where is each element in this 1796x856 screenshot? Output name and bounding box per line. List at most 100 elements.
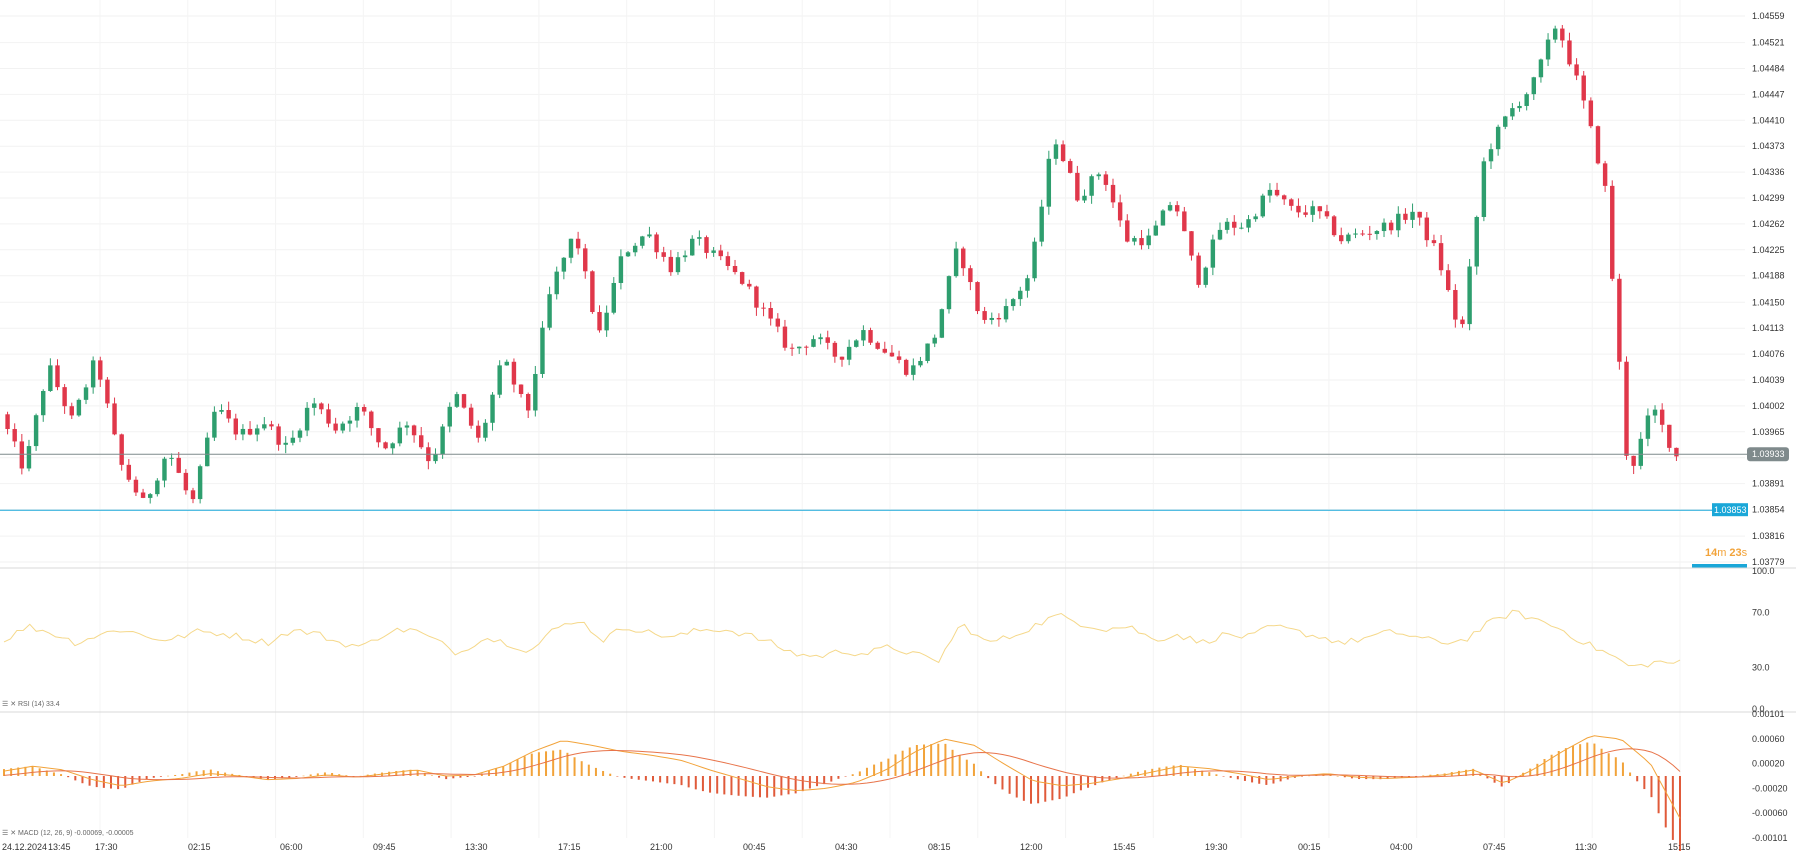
candle-body [1103, 174, 1109, 185]
candle-body [1552, 28, 1558, 40]
candle-down [982, 306, 987, 324]
candle-body [376, 428, 381, 443]
macd-histogram-bar [1279, 776, 1282, 782]
time-tick-label: 13:45 [48, 842, 71, 852]
alert-price-badge-text: 1.03853 [1714, 505, 1747, 515]
macd-histogram-bar [559, 749, 562, 776]
macd-histogram-bar [95, 776, 98, 788]
macd-histogram-bar [1415, 776, 1418, 777]
macd-histogram-bar [409, 769, 412, 776]
candle-down [319, 402, 324, 415]
candle-up [297, 428, 303, 443]
candle-up [690, 235, 695, 256]
macd-histogram-bar [1051, 776, 1054, 801]
candle-down [269, 420, 274, 431]
macd-histogram-bar [623, 776, 626, 778]
candle-body [668, 256, 674, 273]
macd-histogram-bar [1015, 776, 1018, 798]
candle-down [518, 384, 524, 398]
candle-up [989, 312, 994, 325]
candle-up [1224, 218, 1230, 234]
price-tick-label: 1.04336 [1752, 167, 1785, 177]
candle-body [354, 407, 360, 421]
candle-down [832, 340, 838, 363]
macd-histogram-bar [188, 772, 191, 776]
time-axis[interactable]: 24.12.2024 13:45 17:30 02:15 06:00 09:45 13:30… [2, 842, 1691, 852]
candle-body [1538, 59, 1544, 78]
macd-histogram-bar [1201, 770, 1204, 776]
candle-up [354, 402, 360, 428]
rsi-legend[interactable]: ☰ ✕ RSI (14) 33.4 [2, 701, 60, 708]
candle-body [69, 406, 74, 416]
alert-price-badge-bg [1712, 503, 1748, 517]
macd-histogram-bar [680, 776, 683, 786]
macd-histogram-bar [687, 776, 690, 788]
rsi-legend-title: RSI (14) 33.4 [18, 701, 60, 708]
macd-histogram-bar [216, 771, 219, 776]
candle-body [690, 238, 695, 256]
macd-histogram-bar [923, 744, 926, 776]
macd-histogram-bar [1529, 768, 1532, 776]
macd-histogram-bar [1657, 776, 1660, 814]
price-tick-label: 1.04188 [1752, 271, 1785, 281]
candle-body [483, 422, 488, 438]
macd-histogram-bar [1272, 776, 1275, 784]
macd-histogram-bar [723, 776, 726, 795]
macd-histogram-bar [1037, 776, 1040, 804]
candle-body [1239, 227, 1244, 229]
macd-histogram-bar [495, 768, 498, 776]
macd-histogram-bar [694, 776, 697, 790]
last-price-badge-text: 1.03933 [1752, 449, 1785, 459]
candle-up [212, 406, 217, 441]
candle-body [875, 342, 880, 349]
macd-histogram-bar [1465, 769, 1468, 776]
macd-histogram-bar [1614, 757, 1617, 776]
candle-body [119, 434, 124, 465]
macd-histogram-bar [1186, 767, 1189, 776]
candle-body [240, 428, 246, 435]
rsi-panel[interactable] [3, 609, 1681, 668]
candle-down [747, 279, 752, 290]
candle-down [761, 302, 766, 317]
candle-body [5, 414, 10, 430]
candle-down [1388, 220, 1394, 235]
candle-down [1317, 206, 1323, 219]
macd-histogram-bar [1500, 776, 1503, 787]
candle-down [1667, 424, 1672, 452]
price-axis[interactable]: 1.04559 1.04521 1.04484 1.04447 1.04410 1.043… [1752, 11, 1785, 567]
candle-body [1167, 205, 1173, 211]
macd-axis[interactable]: 0.00101 0.00060 0.00020 -0.00020 -0.00060 -0.… [1752, 709, 1788, 843]
candle-up [561, 257, 567, 280]
macd-histogram-bar [117, 776, 120, 790]
candle-body [625, 252, 631, 257]
candle-down [333, 417, 338, 434]
alert-price-badge[interactable]: 1.03853 [1712, 503, 1748, 517]
macd-histogram-bar [787, 776, 790, 795]
candle-up [404, 421, 410, 436]
candle-body [1645, 415, 1651, 439]
candle-up [1381, 218, 1387, 238]
candle-up [682, 250, 688, 262]
candle-body [1025, 278, 1030, 291]
candle-up [1046, 150, 1052, 215]
candle-up [918, 356, 923, 368]
candle-up [1524, 92, 1529, 111]
candle-body [1053, 144, 1059, 159]
macd-histogram-bar [359, 775, 362, 777]
rsi-axis[interactable]: 100.0 70.0 30.0 0.0 [1752, 566, 1775, 714]
macd-legend[interactable]: ☰ ✕ MACD (12, 26, 9) -0.00069, -0.00005 [2, 830, 134, 837]
candle-body [804, 346, 809, 348]
macd-panel[interactable] [3, 735, 1681, 851]
candle-down [725, 251, 731, 271]
price-panel[interactable] [0, 25, 1747, 511]
candle-body [1224, 221, 1230, 230]
candle-body [1396, 213, 1401, 231]
macd-histogram-bar [780, 776, 783, 796]
macd-histogram-bar [773, 776, 776, 797]
candle-up [26, 439, 32, 472]
candle-body [961, 248, 966, 269]
candle-down [55, 359, 60, 391]
candle-body [169, 457, 174, 459]
candle-down [1274, 182, 1280, 197]
